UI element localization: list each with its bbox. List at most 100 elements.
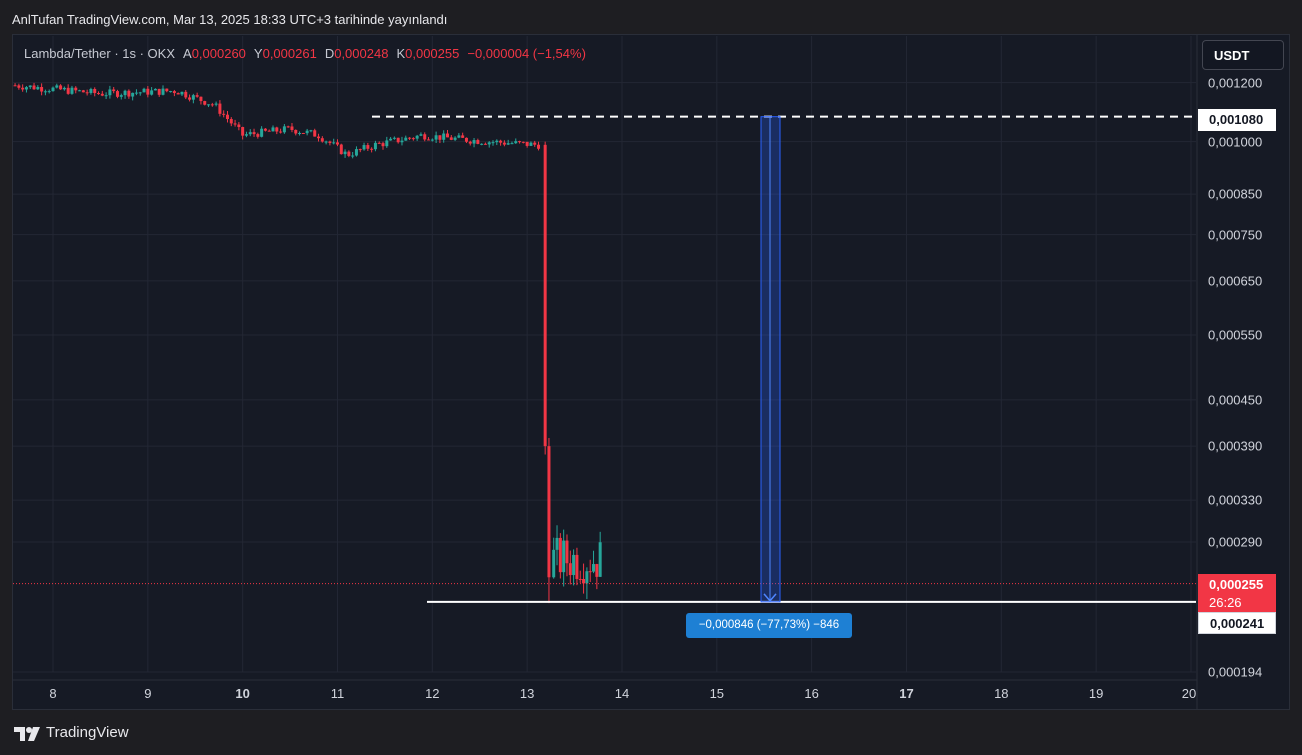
candle-body [207,104,211,106]
tradingview-brand: TradingView [46,724,129,741]
candle-body [434,135,438,140]
candle-body [332,142,336,144]
candle-body [423,134,427,140]
candle-body [430,139,434,141]
candle-body [370,148,374,150]
candle-body [237,124,241,128]
candle-body [36,87,40,90]
candle-body [313,130,317,137]
candle-body [404,137,408,141]
candle-body [81,90,85,93]
candle-body [210,104,214,106]
candle-body [411,138,415,140]
candle-body [286,126,290,128]
candle-body [317,136,321,139]
candle-body [150,90,154,95]
candle-body [565,540,569,564]
candle-body [461,135,465,138]
candle-body [506,143,510,145]
symbol-legend: Lambda/Tether · 1s · OKX A0,000260 Y0,0002… [24,46,594,61]
candle-body [134,92,138,94]
candle-body [400,140,404,143]
candle-body [396,137,400,143]
candle-body [521,141,525,143]
candle-body [294,129,298,134]
candle-body [514,141,518,144]
candle-body [184,91,188,98]
candle-body [115,91,119,97]
candle-body [305,130,309,134]
candle-body [476,140,480,144]
candle-body [592,564,596,572]
candle-body [180,91,184,95]
low-price-label: 0,000241 [1198,612,1276,634]
candle-body [263,128,267,131]
candle-body [301,132,305,134]
time-tick: 12 [425,686,440,701]
candle-body [24,87,28,90]
candle-body [13,85,17,87]
price-tick: 0,000650 [1208,273,1263,289]
candle-body [468,141,472,144]
candle-body [260,128,264,137]
candle-body [472,140,476,144]
candle-body [358,149,362,151]
target-price-label: 0,001080 [1198,109,1276,131]
candle-body [191,95,195,100]
candle-body [499,140,503,143]
candle-body [256,134,260,137]
candle-body [176,93,180,95]
last-price-label: 0,000255 26:26 [1198,574,1276,614]
candle-body [108,89,112,96]
low-value: 0,000248 [334,46,389,61]
candle-body [74,87,78,91]
candle-body [502,142,506,145]
change-value: −0,000004 (−1,54%) [467,46,586,61]
candle-body [131,92,135,97]
candle-body [244,134,248,136]
candle-body [225,114,229,120]
symbol-title[interactable]: Lambda/Tether · 1s · OKX [24,46,176,61]
open-value: 0,000260 [191,46,246,61]
currency-button[interactable]: USDT [1202,40,1284,70]
candle-body [214,103,218,105]
candle-body [252,132,256,135]
price-tick: 0,000194 [1208,664,1263,680]
candle-body [218,103,222,114]
chart-frame[interactable] [12,34,1290,710]
candle-body [127,90,131,97]
tradingview-logo[interactable]: TradingView [14,724,129,741]
high-key: Y [253,46,263,61]
candle-body [32,85,36,90]
candle-body [419,134,423,136]
candle-body [165,88,169,92]
time-tick: 20 [1181,686,1197,701]
candle-body [347,151,351,156]
candle-body [582,579,586,584]
candle-body [298,132,302,134]
candle-body [491,142,495,144]
candle-body [17,85,21,88]
candle-body [248,132,252,135]
time-tick: 10 [235,686,250,701]
tradingview-logo-icon [14,726,40,741]
candle-body [453,137,457,140]
candle-body [70,87,74,94]
candle-body [547,446,551,578]
candle-body [568,563,572,576]
candle-body [483,143,487,145]
candle-body [525,141,529,146]
time-tick: 19 [1088,686,1104,701]
candle-body [89,88,93,93]
candle-body [585,571,589,584]
candle-body [104,95,108,97]
price-tick: 0,000390 [1208,438,1263,454]
price-tick: 0,000450 [1208,392,1263,408]
last-price-value: 0,000255 [1209,577,1264,592]
candle-body [153,88,157,91]
time-tick: 13 [519,686,535,701]
close-value: 0,000255 [405,46,460,61]
candle-body [377,142,381,144]
candle-body [309,130,313,132]
